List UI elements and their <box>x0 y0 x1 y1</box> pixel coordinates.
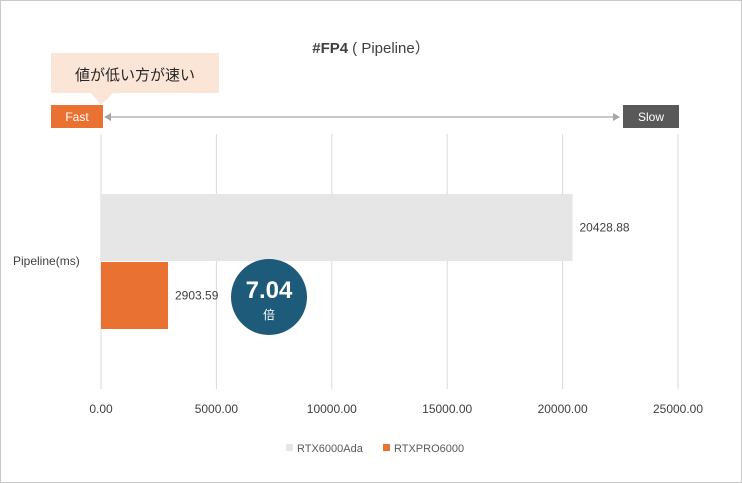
speed-arrow-right-head <box>613 113 620 121</box>
legend-swatch <box>286 444 293 451</box>
slow-label: Slow <box>638 110 664 124</box>
callout-box <box>51 53 219 93</box>
x-tick-label: 5000.00 <box>195 402 239 416</box>
chart-title-rest: ( Pipeline） <box>352 40 430 57</box>
legend-swatch <box>383 444 390 451</box>
fast-label-box <box>51 105 103 128</box>
data-label: 2903.59 <box>175 289 219 303</box>
x-tick-label: 20000.00 <box>538 402 588 416</box>
slow-label-box <box>623 105 679 128</box>
x-tick-label: 10000.00 <box>307 402 357 416</box>
bar-rtx6000ada <box>101 194 573 261</box>
ratio-badge <box>231 259 307 335</box>
fast-label: Fast <box>65 110 89 124</box>
x-tick-label: 0.00 <box>89 402 113 416</box>
chart-title: #FP4( Pipeline） <box>312 40 429 57</box>
bar-rtxpro6000 <box>101 262 169 329</box>
ratio-value: 7.04 <box>246 277 293 304</box>
ratio-unit: 倍 <box>263 307 275 322</box>
legend-label: RTX6000Ada <box>297 443 364 455</box>
chart-title-bold: #FP4 <box>312 40 349 57</box>
speed-arrow-left-head <box>104 113 111 121</box>
bars: 20428.88 2903.59 <box>101 194 630 329</box>
callout-pointer <box>91 93 113 105</box>
category-label: Pipeline(ms) <box>13 254 80 268</box>
legend: RTX6000Ada RTXPRO6000 <box>286 443 464 455</box>
legend-label: RTXPRO6000 <box>394 443 464 455</box>
x-axis-tick-labels: 0.00 5000.00 10000.00 15000.00 20000.00 25000… <box>89 402 703 416</box>
x-tick-label: 25000.00 <box>653 402 703 416</box>
callout-text: 値が低い方が速い <box>75 66 195 84</box>
x-tick-label: 15000.00 <box>422 402 472 416</box>
data-label: 20428.88 <box>579 221 629 235</box>
grid-lines <box>100 134 679 389</box>
